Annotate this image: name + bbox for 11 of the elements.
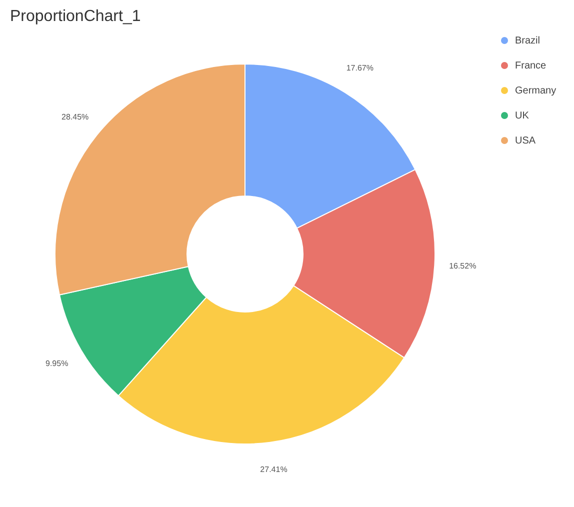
legend-label: Germany bbox=[515, 86, 556, 96]
data-label: 17.67% bbox=[346, 64, 374, 73]
chart-title: ProportionChart_1 bbox=[10, 8, 141, 25]
data-label: 27.41% bbox=[260, 465, 288, 474]
data-label: 9.95% bbox=[45, 359, 68, 368]
data-label: 28.45% bbox=[62, 112, 89, 122]
legend-label: USA bbox=[515, 136, 536, 146]
legend-label: UK bbox=[515, 110, 530, 122]
legend-label: Brazil bbox=[515, 36, 540, 46]
data-label: 16.52% bbox=[449, 262, 476, 271]
legend-label: France bbox=[515, 60, 547, 72]
